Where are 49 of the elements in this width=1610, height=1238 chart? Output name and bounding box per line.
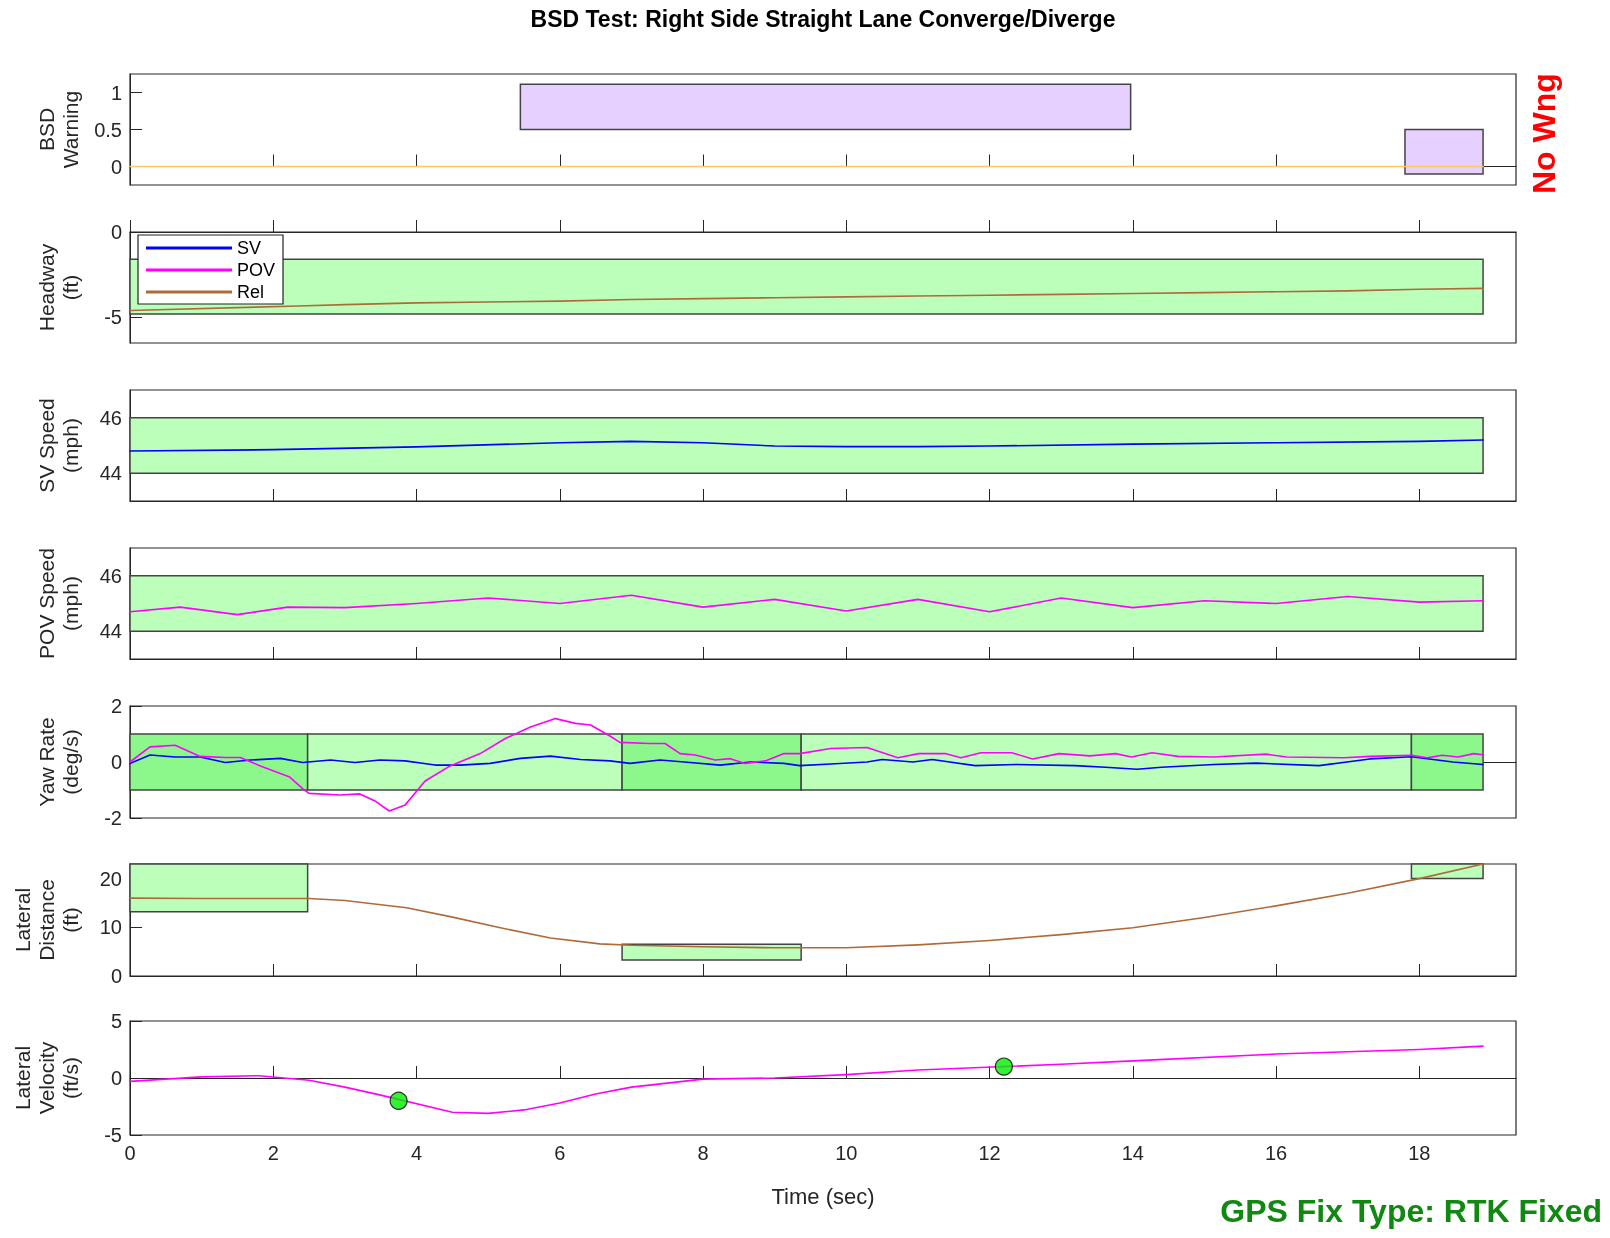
y-tick-label: 44	[99, 462, 122, 485]
y-tick-label: 46	[99, 564, 122, 587]
legend-label: POV	[237, 260, 276, 280]
y-tick-label: -2	[104, 807, 122, 829]
line-series	[129, 863, 1484, 949]
x-tick-label: 14	[1121, 1142, 1144, 1164]
y-tick-label: 2	[110, 695, 122, 717]
y-tick-label: 0	[110, 965, 122, 987]
y-axis-title: BSD Warning	[34, 90, 82, 169]
chart-title: BSD Test: Right Side Straight Lane Converge/Diverge	[529, 6, 1117, 33]
legend-label: Rel	[237, 282, 265, 302]
x-axis-title: Time (sec)	[771, 1183, 875, 1209]
y-tick-label: -5	[104, 306, 122, 329]
x-tick-label: 6	[554, 1142, 566, 1164]
line-series	[129, 717, 1484, 812]
y-tick-label: 44	[99, 620, 122, 643]
y-axis-title: Headway (ft)	[34, 243, 82, 332]
y-tick-label: 5	[110, 1010, 122, 1032]
y-tick-label: 1	[110, 81, 122, 104]
x-tick-label: 18	[1408, 1142, 1431, 1164]
y-tick-label: 0	[110, 221, 122, 243]
line-series	[129, 439, 1484, 452]
y-axis-title: Yaw Rate (deg/s)	[34, 717, 82, 807]
line-series	[129, 1045, 1484, 1115]
y-tick-label: 0	[110, 751, 122, 773]
x-tick-label: 12	[978, 1142, 1001, 1164]
y-tick-label: 20	[99, 867, 122, 890]
y-tick-label: 10	[99, 916, 122, 939]
y-axis-title: SV Speed (mph)	[34, 398, 82, 493]
line-series	[129, 594, 1484, 616]
text: No Wng	[1526, 73, 1563, 194]
y-axis-title: Lateral Velocity (ft/s)	[10, 1041, 82, 1115]
y-tick-label: 46	[99, 406, 122, 429]
y-tick-label: 0	[110, 155, 122, 178]
line-series	[129, 754, 1484, 771]
x-tick-label: 16	[1264, 1142, 1288, 1164]
x-tick-label: 10	[835, 1142, 858, 1164]
x-tick-label: 4	[410, 1142, 423, 1164]
y-tick-label: 0.5	[94, 118, 122, 141]
y-tick-label: 0	[110, 1067, 122, 1089]
legend-label: SV	[237, 238, 262, 258]
text: GPS Fix Type: RTK Fixed	[1220, 1193, 1602, 1230]
y-tick-label: -5	[104, 1124, 122, 1146]
y-axis-title: POV Speed (mph)	[34, 548, 82, 659]
x-tick-label: 2	[267, 1142, 279, 1164]
x-tick-label: 8	[697, 1142, 709, 1164]
line-series	[129, 287, 1484, 312]
x-tick-label: 0	[124, 1142, 136, 1164]
y-axis-title: Lateral Distance (ft)	[10, 879, 82, 961]
